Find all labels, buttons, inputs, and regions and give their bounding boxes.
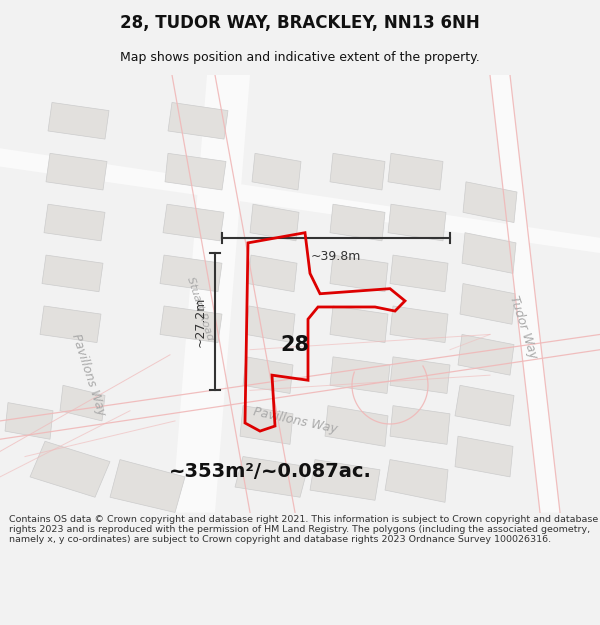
Polygon shape xyxy=(310,459,380,500)
Polygon shape xyxy=(388,204,446,241)
Polygon shape xyxy=(172,75,250,512)
Polygon shape xyxy=(330,255,388,292)
Polygon shape xyxy=(235,456,308,498)
Text: ~353m²/~0.087ac.: ~353m²/~0.087ac. xyxy=(169,462,371,481)
Polygon shape xyxy=(455,436,513,477)
Polygon shape xyxy=(390,306,448,343)
Polygon shape xyxy=(48,102,109,139)
Polygon shape xyxy=(330,357,390,394)
Polygon shape xyxy=(110,459,185,512)
Text: Pavillons Way: Pavillons Way xyxy=(68,332,107,418)
Polygon shape xyxy=(44,204,105,241)
Polygon shape xyxy=(252,153,301,190)
Polygon shape xyxy=(250,204,299,241)
Polygon shape xyxy=(248,255,297,292)
Polygon shape xyxy=(246,306,295,343)
Text: 28, TUDOR WAY, BRACKLEY, NN13 6NH: 28, TUDOR WAY, BRACKLEY, NN13 6NH xyxy=(120,14,480,32)
Polygon shape xyxy=(160,306,222,343)
Polygon shape xyxy=(165,153,226,190)
Text: Map shows position and indicative extent of the property.: Map shows position and indicative extent… xyxy=(120,51,480,64)
Text: ~27.2m: ~27.2m xyxy=(194,296,207,347)
Polygon shape xyxy=(463,182,517,222)
Polygon shape xyxy=(30,441,110,498)
Polygon shape xyxy=(390,406,450,444)
Polygon shape xyxy=(462,232,516,273)
Polygon shape xyxy=(168,102,228,139)
Polygon shape xyxy=(330,306,388,343)
Text: Contains OS data © Crown copyright and database right 2021. This information is : Contains OS data © Crown copyright and d… xyxy=(9,515,598,544)
Polygon shape xyxy=(330,204,385,241)
Polygon shape xyxy=(490,75,560,512)
Text: Pavillons Way: Pavillons Way xyxy=(252,406,338,436)
Polygon shape xyxy=(390,357,450,394)
Text: Stuart Road: Stuart Road xyxy=(185,276,215,342)
Polygon shape xyxy=(385,459,448,503)
Polygon shape xyxy=(46,153,107,190)
Text: ~39.8m: ~39.8m xyxy=(311,250,361,263)
Polygon shape xyxy=(325,406,388,446)
Text: 28: 28 xyxy=(281,334,310,354)
Polygon shape xyxy=(5,402,53,439)
Polygon shape xyxy=(42,255,103,292)
Polygon shape xyxy=(390,255,448,292)
Polygon shape xyxy=(243,357,293,394)
Polygon shape xyxy=(240,406,293,444)
Text: Tudor Way: Tudor Way xyxy=(506,294,539,361)
Polygon shape xyxy=(0,148,600,253)
Polygon shape xyxy=(458,334,514,375)
Polygon shape xyxy=(388,153,443,190)
Polygon shape xyxy=(455,386,514,426)
Polygon shape xyxy=(160,255,222,292)
Polygon shape xyxy=(330,153,385,190)
Polygon shape xyxy=(60,386,105,421)
Polygon shape xyxy=(40,306,101,343)
Polygon shape xyxy=(460,284,515,324)
Polygon shape xyxy=(163,204,224,241)
